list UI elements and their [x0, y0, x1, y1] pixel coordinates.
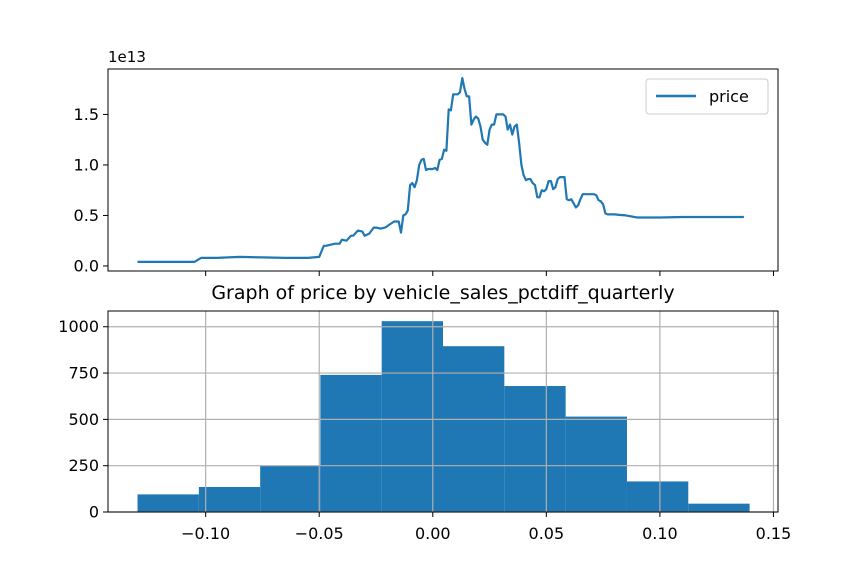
line-series-group — [137, 76, 744, 263]
line-y-tick-label: 1.0 — [74, 155, 99, 174]
line-plot-frame — [107, 68, 779, 272]
histogram-x-tick-label: 0.05 — [529, 524, 565, 543]
chart-title: Graph of price by vehicle_sales_pctdiff_… — [211, 282, 674, 304]
histogram-bar — [565, 416, 627, 512]
histogram-y-ticks: 0 250 500 750 1000 — [58, 317, 108, 522]
histogram-x-tick-label: 0.10 — [642, 524, 678, 543]
histogram-bar — [198, 486, 261, 512]
histogram-bar — [443, 346, 505, 512]
line-x-ticks — [205, 271, 774, 276]
line-y-tick-label: 1.5 — [74, 105, 99, 124]
histogram-x-ticks: −0.10 −0.05 0.00 0.05 0.10 0.15 — [181, 512, 791, 543]
histogram-x-tick-label: −0.05 — [295, 524, 344, 543]
y-offset-text: 1e13 — [108, 48, 146, 66]
line-y-tick-label: 0.0 — [74, 256, 99, 275]
histogram-bar — [137, 494, 199, 512]
legend: price — [645, 78, 769, 115]
histogram-bar — [504, 386, 566, 512]
histogram-y-tick-label: 750 — [68, 364, 99, 383]
histogram-bar — [381, 321, 443, 512]
histogram-bars — [137, 321, 750, 512]
legend-label-price: price — [709, 87, 749, 106]
histogram-x-tick-label: −0.10 — [181, 524, 230, 543]
histogram-x-tick-label: 0.00 — [415, 524, 451, 543]
histogram-plot-frame — [107, 310, 779, 513]
line-y-ticks: 0.0 0.5 1.0 1.5 — [74, 105, 108, 275]
histogram-y-tick-label: 0 — [89, 503, 99, 522]
histogram-panel: Graph of price by vehicle_sales_pctdiff_… — [58, 282, 791, 543]
histogram-y-tick-label: 1000 — [58, 317, 99, 336]
histogram-bar — [626, 481, 689, 512]
histogram-bar — [688, 503, 750, 512]
histogram-x-tick-label: 0.15 — [756, 524, 792, 543]
legend-box — [645, 78, 769, 115]
line-y-tick-label: 0.5 — [74, 206, 99, 225]
histogram-bar — [320, 374, 382, 512]
line-chart-panel: 1e13 0.0 0.5 1.0 1.5 price — [74, 48, 779, 276]
series-line-price — [137, 76, 744, 263]
histogram-bar — [260, 465, 321, 512]
histogram-y-tick-label: 250 — [68, 456, 99, 475]
histogram-y-tick-label: 500 — [68, 410, 99, 429]
